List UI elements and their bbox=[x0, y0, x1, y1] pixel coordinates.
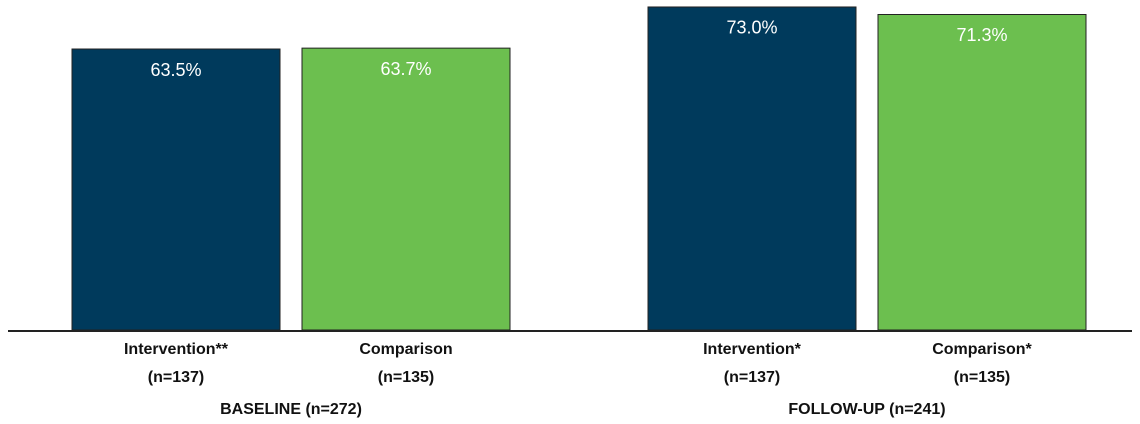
value-label: 73.0% bbox=[726, 18, 777, 38]
bar-label: Intervention* bbox=[703, 341, 802, 358]
bar-sublabel: (n=135) bbox=[378, 369, 434, 386]
bar-sublabel: (n=137) bbox=[724, 369, 780, 386]
bar bbox=[71, 48, 281, 331]
value-label: 71.3% bbox=[956, 25, 1007, 45]
bar-label: Comparison bbox=[359, 341, 452, 358]
bar-label: Comparison* bbox=[932, 341, 1032, 358]
bar-sublabel: (n=137) bbox=[148, 369, 204, 386]
value-label: 63.5% bbox=[150, 60, 201, 80]
bar-sublabel: (n=135) bbox=[954, 369, 1010, 386]
group-label: BASELINE (n=272) bbox=[220, 401, 362, 418]
bar bbox=[301, 47, 511, 331]
bar bbox=[647, 6, 857, 331]
group-label: FOLLOW-UP (n=241) bbox=[788, 401, 945, 418]
value-label: 63.7% bbox=[380, 59, 431, 79]
bar bbox=[877, 13, 1087, 331]
bar-label: Intervention** bbox=[124, 341, 229, 358]
